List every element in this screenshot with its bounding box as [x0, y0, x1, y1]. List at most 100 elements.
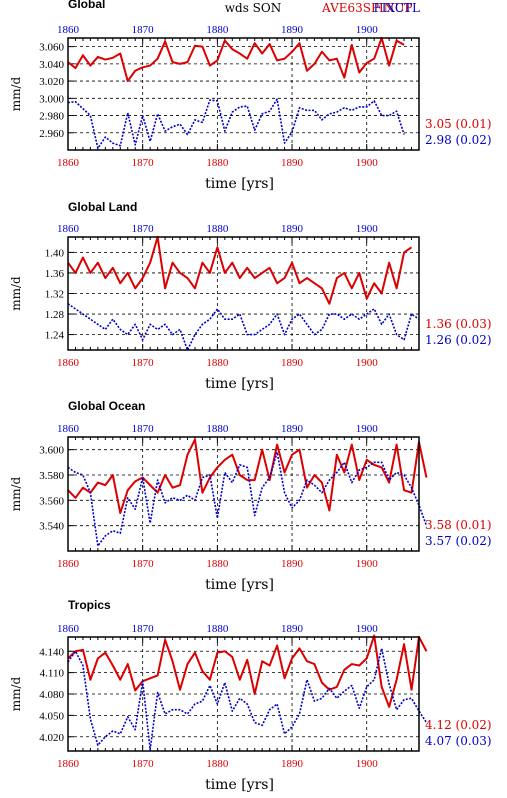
- y-tick-label: 3.540: [39, 521, 64, 533]
- top-tick-label: 1880: [206, 24, 229, 36]
- series-blue-line: [67, 303, 420, 351]
- y-tick-label: 3.580: [39, 470, 64, 482]
- bottom-tick-label: 1890: [281, 157, 304, 169]
- y-tick-label: 1.24: [45, 330, 65, 342]
- y-axis-label: mm/d: [9, 676, 23, 711]
- top-tick-label: 1900: [356, 423, 379, 435]
- top-tick-label: 1880: [206, 423, 229, 435]
- top-tick-label: 1890: [281, 423, 304, 435]
- stat-blue: 3.57 (0.02): [425, 534, 492, 548]
- x-axis-label: time [yrs]: [205, 577, 274, 593]
- series-red-line: [67, 236, 413, 305]
- bottom-tick-label: 1880: [206, 157, 229, 169]
- header-center-label: wds SON: [225, 1, 281, 15]
- series-blue-line: [67, 98, 405, 150]
- top-tick-label: 1860: [57, 423, 80, 435]
- panel-title: Global: [68, 0, 105, 11]
- bottom-tick-label: 1890: [281, 758, 304, 770]
- plot-frame: [67, 236, 420, 351]
- y-axis-label: mm/d: [9, 276, 23, 311]
- bottom-tick-label: 1870: [132, 357, 155, 369]
- header-series-blue-label: FIXCTL: [373, 1, 420, 15]
- top-tick-label: 1890: [281, 623, 304, 635]
- y-tick-label: 4.110: [40, 668, 65, 680]
- y-tick-label: 1.32: [45, 289, 64, 301]
- series-red-line: [67, 634, 428, 708]
- panel-title: Tropics: [68, 598, 111, 612]
- bottom-tick-label: 1860: [57, 157, 80, 169]
- bottom-tick-label: 1860: [57, 357, 80, 369]
- top-tick-label: 1860: [57, 623, 80, 635]
- y-tick-label: 1.40: [45, 247, 65, 259]
- y-tick-label: 2.980: [39, 111, 64, 123]
- bottom-tick-label: 1860: [57, 558, 80, 570]
- stat-blue: 4.07 (0.03): [425, 734, 492, 748]
- header-series-red-label: AVE63SPINUP: [321, 1, 413, 15]
- stat-red: 1.36 (0.03): [425, 317, 492, 331]
- top-tick-label: 1900: [356, 223, 379, 235]
- y-tick-label: 3.020: [39, 76, 64, 88]
- top-tick-label: 1870: [132, 423, 155, 435]
- x-axis-label: time [yrs]: [205, 777, 274, 793]
- y-tick-label: 4.050: [39, 710, 64, 722]
- panel-1: Global 3.060 3.040 3.020 3.000 2.980 2.960 1860…: [9, 0, 492, 192]
- bottom-tick-label: 1870: [132, 758, 155, 770]
- bottom-tick-label: 1900: [356, 157, 379, 169]
- stat-red: 4.12 (0.02): [425, 718, 492, 732]
- y-tick-label: 1.28: [45, 309, 65, 321]
- bottom-tick-label: 1860: [57, 758, 80, 770]
- bottom-tick-label: 1900: [356, 357, 379, 369]
- panel-title: Global Ocean: [68, 399, 145, 413]
- bottom-tick-label: 1870: [132, 558, 155, 570]
- bottom-tick-label: 1880: [206, 758, 229, 770]
- panel-4: Tropics 4.140 4.110 4.080 4.050 4.020 1860 1860…: [9, 598, 492, 793]
- bottom-tick-label: 1880: [206, 558, 229, 570]
- top-tick-label: 1880: [206, 623, 229, 635]
- x-axis-label: time [yrs]: [205, 176, 274, 192]
- y-tick-label: 3.600: [39, 445, 64, 457]
- y-tick-label: 3.040: [39, 59, 64, 71]
- series-blue-line: [67, 451, 428, 547]
- y-tick-label: 3.000: [39, 93, 64, 105]
- series-red-line: [67, 37, 405, 83]
- top-tick-label: 1890: [281, 223, 304, 235]
- y-axis-label: mm/d: [9, 76, 23, 111]
- top-tick-label: 1870: [132, 24, 155, 36]
- bottom-tick-label: 1890: [281, 558, 304, 570]
- y-axis-label: mm/d: [9, 476, 23, 511]
- top-tick-label: 1870: [132, 223, 155, 235]
- top-tick-label: 1900: [356, 623, 379, 635]
- y-tick-label: 4.080: [39, 689, 64, 701]
- top-tick-label: 1860: [57, 223, 80, 235]
- bottom-tick-label: 1890: [281, 357, 304, 369]
- bottom-tick-label: 1900: [356, 558, 379, 570]
- plot-frame: [67, 636, 420, 752]
- plot-frame: [67, 37, 420, 151]
- y-tick-label: 3.060: [39, 42, 64, 54]
- stat-red: 3.05 (0.01): [425, 117, 492, 131]
- series-red-line: [67, 438, 428, 514]
- panel-2: Global Land 1.40 1.36 1.32 1.28 1.24 1860 1860 1…: [9, 200, 492, 392]
- stat-blue: 2.98 (0.02): [425, 133, 492, 147]
- y-tick-label: 4.140: [39, 646, 64, 658]
- bottom-tick-label: 1900: [356, 758, 379, 770]
- y-tick-label: 3.560: [39, 495, 64, 507]
- top-tick-label: 1900: [356, 24, 379, 36]
- top-tick-label: 1870: [132, 623, 155, 635]
- panel-title: Global Land: [68, 200, 137, 214]
- top-tick-label: 1880: [206, 223, 229, 235]
- stat-red: 3.58 (0.01): [425, 518, 492, 532]
- x-axis-label: time [yrs]: [205, 376, 274, 392]
- y-tick-label: 2.960: [39, 128, 64, 140]
- bottom-tick-label: 1870: [132, 157, 155, 169]
- y-tick-label: 1.36: [45, 268, 65, 280]
- y-tick-label: 4.020: [39, 732, 64, 744]
- bottom-tick-label: 1880: [206, 357, 229, 369]
- top-tick-label: 1860: [57, 24, 80, 36]
- stat-blue: 1.26 (0.02): [425, 333, 492, 347]
- series-blue-line: [67, 647, 428, 751]
- plot-frame: [67, 436, 420, 552]
- top-tick-label: 1890: [281, 24, 304, 36]
- panel-3: Global Ocean 3.600 3.580 3.560 3.540 1860 1860…: [9, 399, 492, 593]
